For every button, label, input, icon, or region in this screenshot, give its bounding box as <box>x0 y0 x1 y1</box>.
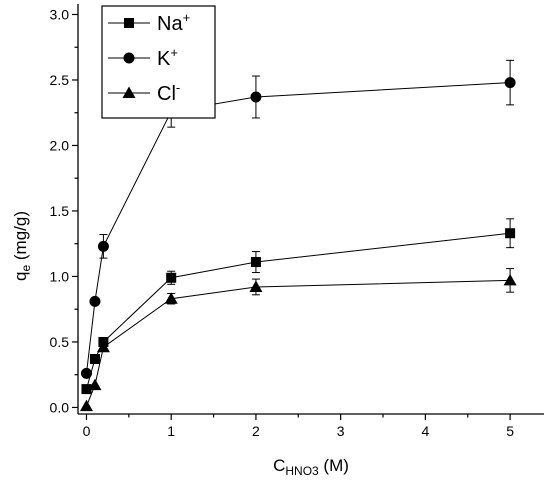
data-point <box>166 272 177 283</box>
y-tick-label: 1.0 <box>50 268 70 284</box>
data-point <box>88 378 102 391</box>
data-point <box>505 228 516 239</box>
series-cl <box>79 268 517 412</box>
series-layer <box>79 59 517 412</box>
legend: Na+K+Cl- <box>101 5 216 119</box>
y-tick-label: 3.0 <box>50 6 70 22</box>
y-tick-label: 1.5 <box>50 203 70 219</box>
legend-marker <box>124 18 134 28</box>
legend-label-sup: + <box>170 45 178 60</box>
y-tick-label: 2.5 <box>50 72 70 88</box>
data-point <box>250 257 261 268</box>
y-tick-label: 2.0 <box>50 137 70 153</box>
y-axis-label: qe (mg/g) <box>11 211 33 281</box>
legend-box <box>101 5 216 119</box>
y-tick-label: 0.5 <box>50 334 70 350</box>
data-point <box>97 240 109 252</box>
legend-label-sup: - <box>176 80 180 95</box>
legend-marker <box>122 86 136 98</box>
series-line <box>86 279 511 407</box>
data-point <box>503 273 517 286</box>
data-point <box>249 280 263 292</box>
data-point <box>80 367 92 379</box>
axes <box>77 4 544 415</box>
x-tick-label: 4 <box>421 423 429 439</box>
y-tick-label: 0.0 <box>50 399 70 415</box>
data-point <box>89 295 101 307</box>
series-line <box>85 82 511 374</box>
legend-label: Cl- <box>157 80 180 105</box>
data-point <box>504 77 516 89</box>
series-na <box>81 218 516 395</box>
data-point <box>89 353 100 364</box>
legend-label-sup: + <box>183 10 191 25</box>
data-point <box>164 292 178 304</box>
x-tick-label: 2 <box>252 423 260 439</box>
data-point <box>79 399 93 412</box>
legend-marker <box>123 52 135 64</box>
ticks: 0 1 2 3 4 5 0.0 0.5 1.0 1.5 2.0 2.5 3.0 <box>50 6 515 439</box>
x-tick-label: 0 <box>83 423 91 439</box>
x-axis-label: CHNO3 (M) <box>273 456 349 478</box>
data-point <box>250 91 262 103</box>
x-tick-label: 5 <box>506 423 514 439</box>
x-tick-label: 3 <box>337 423 345 439</box>
data-point <box>81 384 92 395</box>
x-tick-label: 1 <box>167 423 175 439</box>
series-line <box>85 232 511 390</box>
data-point <box>96 340 110 353</box>
